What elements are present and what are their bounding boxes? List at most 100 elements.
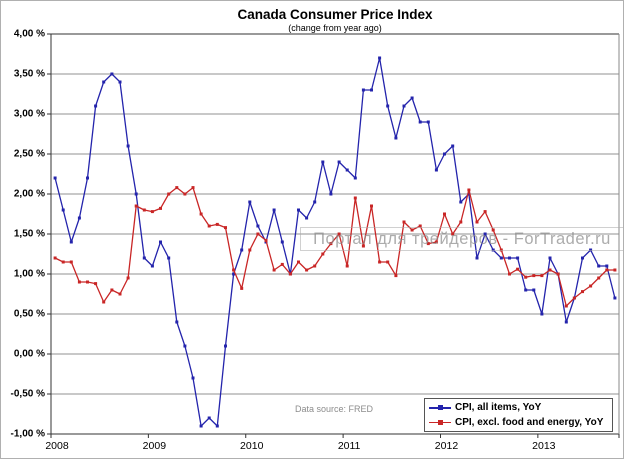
data-point-marker [402, 220, 406, 224]
data-point-marker [532, 274, 536, 278]
data-point-marker [499, 256, 503, 260]
data-point-marker [402, 104, 406, 108]
data-point-marker [248, 248, 252, 252]
data-point-marker [353, 196, 357, 200]
data-point-marker [548, 268, 552, 272]
data-point-marker [451, 144, 455, 148]
data-point-marker [297, 208, 300, 212]
data-point-marker [69, 260, 73, 264]
y-axis-tick-label: 1,00 % [13, 268, 45, 280]
legend-line-sample-blue [429, 403, 451, 413]
data-point-marker [199, 424, 203, 428]
data-point-marker [378, 260, 382, 264]
data-point-marker [410, 228, 414, 232]
x-axis-tick-label: 2008 [45, 440, 69, 452]
data-point-marker [516, 256, 520, 260]
y-axis-tick-label: -0,50 % [10, 388, 45, 400]
y-axis-tick-label: 0,50 % [13, 308, 45, 320]
data-point-marker [159, 240, 162, 244]
data-point-marker [248, 200, 252, 204]
data-point-marker [434, 240, 438, 244]
data-point-marker [305, 216, 309, 220]
data-point-marker [232, 272, 236, 276]
series-line-cpi-excl-food-energy [54, 186, 615, 307]
data-point-marker [443, 152, 446, 156]
data-point-marker [524, 275, 528, 279]
data-point-marker [215, 222, 219, 226]
y-axis-tick-label: 4,00 % [13, 28, 45, 40]
data-point-marker [69, 240, 73, 244]
data-point-marker [329, 192, 333, 196]
data-point-marker [142, 256, 146, 260]
data-point-marker [508, 272, 511, 276]
data-point-marker [110, 72, 114, 76]
data-point-marker [305, 268, 309, 272]
data-point-marker [61, 260, 65, 264]
x-axis-tick-label: 2010 [240, 440, 264, 452]
data-point-marker [207, 224, 211, 228]
data-point-marker [86, 280, 89, 284]
data-point-marker [102, 80, 106, 84]
legend-line-sample-red [429, 417, 451, 427]
legend-item-cpi-all-items: CPI, all items, YoY [429, 401, 608, 415]
y-axis-tick-label: 2,00 % [13, 188, 45, 200]
data-point-marker [475, 256, 479, 260]
data-point-marker [581, 256, 584, 260]
data-point-marker [232, 268, 236, 272]
data-point-marker [240, 286, 244, 290]
data-point-marker [256, 224, 260, 228]
blue-marker-icon [438, 405, 443, 411]
data-point-marker [102, 300, 106, 304]
data-point-marker [589, 248, 593, 252]
data-point-marker [605, 268, 609, 272]
data-point-marker [581, 290, 584, 294]
data-point-marker [126, 144, 130, 148]
data-point-marker [370, 204, 373, 208]
data-point-marker [556, 272, 560, 276]
data-point-marker [53, 256, 57, 260]
data-point-marker [118, 80, 122, 84]
data-point-marker [191, 186, 195, 190]
chart-title: Canada Consumer Price Index [237, 7, 433, 22]
data-point-marker [167, 192, 171, 196]
legend-item-cpi-excl-food-energy: CPI, excl. food and energy, YoY [429, 416, 608, 430]
data-point-marker [386, 104, 390, 108]
data-point-marker [313, 200, 317, 204]
data-point-marker [532, 288, 536, 292]
data-point-marker [86, 176, 89, 180]
data-point-marker [467, 188, 471, 192]
y-axis-tick-label: 1,50 % [13, 228, 45, 240]
data-point-marker [540, 274, 544, 278]
legend-label: CPI, all items, YoY [455, 402, 542, 414]
data-point-marker [264, 238, 268, 242]
data-point-marker [329, 242, 333, 246]
data-point-marker [167, 256, 171, 260]
data-point-marker [280, 262, 284, 266]
data-point-marker [451, 232, 455, 236]
legend-label: CPI, excl. food and energy, YoY [455, 416, 604, 428]
legend: CPI, all items, YoY CPI, excl. food and … [424, 398, 613, 432]
data-point-marker [183, 192, 187, 196]
data-point-marker [150, 210, 154, 214]
data-point-marker [589, 284, 593, 288]
data-point-marker [459, 200, 463, 204]
x-axis-tick-label: 2011 [337, 440, 361, 452]
x-axis-tick-label: 2009 [142, 440, 167, 452]
data-point-marker [345, 264, 349, 268]
data-point-marker [548, 256, 552, 260]
data-point-marker [540, 312, 544, 316]
data-point-marker [191, 376, 195, 380]
data-point-marker [353, 176, 357, 180]
data-point-marker [394, 136, 398, 140]
data-point-marker [613, 268, 617, 272]
data-point-marker [321, 160, 325, 164]
data-point-marker [280, 240, 284, 244]
data-point-marker [288, 272, 292, 276]
data-point-marker [142, 208, 146, 212]
data-point-marker [94, 282, 98, 286]
data-point-marker [443, 212, 446, 216]
data-point-marker [491, 248, 495, 252]
data-point-marker [337, 160, 341, 164]
